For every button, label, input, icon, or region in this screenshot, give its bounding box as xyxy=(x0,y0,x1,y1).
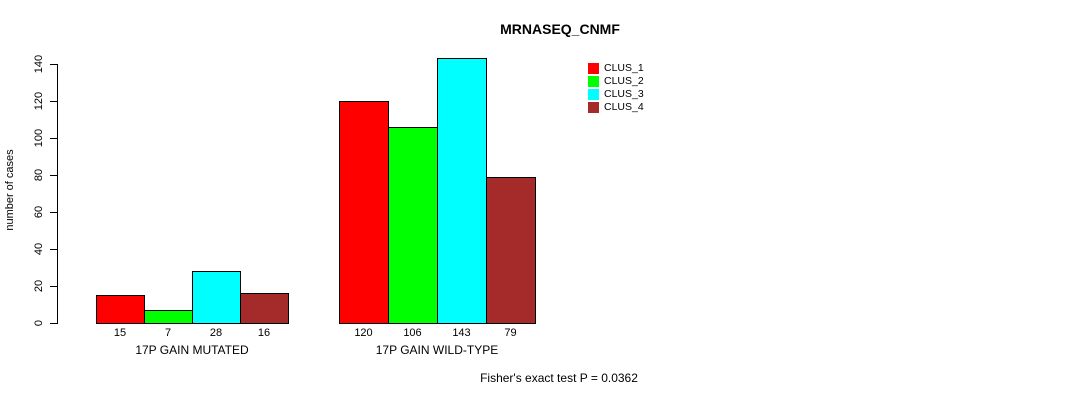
legend-label: CLUS_1 xyxy=(604,62,644,74)
y-axis-tick-label: 120 xyxy=(33,91,45,111)
bar-value-label: 143 xyxy=(452,327,471,339)
y-axis-tick xyxy=(50,138,57,139)
legend-swatch-icon xyxy=(588,102,599,113)
chart-title: MRNASEQ_CNMF xyxy=(500,21,620,37)
category-label: 17P GAIN WILD-TYPE xyxy=(375,343,499,357)
y-axis-tick xyxy=(50,175,57,176)
bar-clus_1-group1 xyxy=(96,295,145,324)
bar-value-label: 106 xyxy=(403,327,422,339)
legend-label: CLUS_4 xyxy=(604,101,644,113)
y-axis-tick xyxy=(50,323,57,324)
category-label: 17P GAIN MUTATED xyxy=(135,343,249,357)
y-axis-tick xyxy=(50,212,57,213)
legend-item-clus_3: CLUS_3 xyxy=(588,88,668,101)
bar-clus_4-group1 xyxy=(240,293,289,324)
annotation-text: Fisher's exact test P = 0.0362 xyxy=(480,371,638,385)
y-axis-tick-label: 100 xyxy=(33,128,45,148)
y-axis-tick-label: 0 xyxy=(33,319,45,327)
bar-value-label: 7 xyxy=(164,327,172,339)
legend-item-clus_1: CLUS_1 xyxy=(588,62,668,75)
legend-swatch-icon xyxy=(588,76,599,87)
y-axis-tick-label: 80 xyxy=(33,168,45,182)
legend-label: CLUS_3 xyxy=(604,88,644,100)
legend-item-clus_2: CLUS_2 xyxy=(588,75,668,88)
y-axis-line xyxy=(57,64,58,324)
y-axis-tick-label: 60 xyxy=(33,205,45,219)
y-axis-tick xyxy=(50,286,57,287)
bar-clus_3-group2 xyxy=(437,58,487,324)
legend-swatch-icon xyxy=(588,89,599,100)
bar-clus_3-group1 xyxy=(192,271,241,324)
y-axis-tick-label: 20 xyxy=(33,279,45,293)
y-axis-tick-label: 40 xyxy=(33,242,45,256)
legend-label: CLUS_2 xyxy=(604,75,644,87)
bar-clus_2-group2 xyxy=(388,127,438,324)
bar-value-label: 15 xyxy=(113,327,127,339)
bar-value-label: 79 xyxy=(504,327,517,339)
legend-item-clus_4: CLUS_4 xyxy=(588,101,668,114)
y-axis-tick-label: 140 xyxy=(33,54,45,74)
y-axis-tick xyxy=(50,64,57,65)
bar-value-label: 16 xyxy=(257,327,271,339)
bar-clus_4-group2 xyxy=(486,177,536,324)
y-axis-tick xyxy=(50,249,57,250)
y-axis-title: number of cases xyxy=(4,149,16,231)
bar-value-label: 120 xyxy=(354,327,373,339)
y-axis-tick xyxy=(50,101,57,102)
bar-clus_1-group2 xyxy=(339,101,389,324)
bar-value-label: 28 xyxy=(209,327,223,339)
bar-clus_2-group1 xyxy=(144,310,193,324)
legend-swatch-icon xyxy=(588,63,599,74)
